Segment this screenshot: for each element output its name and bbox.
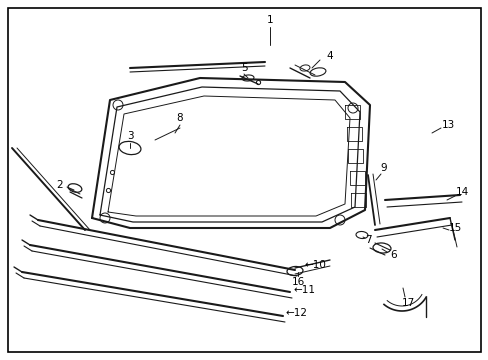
Text: ←11: ←11	[293, 285, 315, 295]
Text: 6: 6	[390, 250, 397, 260]
Text: 16: 16	[291, 277, 304, 287]
Text: 1: 1	[266, 15, 273, 25]
Text: ←12: ←12	[285, 308, 306, 318]
Text: 3: 3	[126, 131, 133, 141]
Text: 2: 2	[57, 180, 63, 190]
Text: 17: 17	[401, 298, 414, 308]
Text: 5: 5	[240, 63, 247, 73]
Text: 8: 8	[176, 113, 183, 123]
Text: 7: 7	[364, 235, 370, 245]
Text: 4: 4	[326, 51, 333, 61]
Text: 14: 14	[454, 187, 468, 197]
Text: 13: 13	[441, 120, 454, 130]
Text: 9: 9	[380, 163, 386, 173]
Text: 15: 15	[447, 223, 461, 233]
Text: ←10: ←10	[304, 260, 325, 270]
